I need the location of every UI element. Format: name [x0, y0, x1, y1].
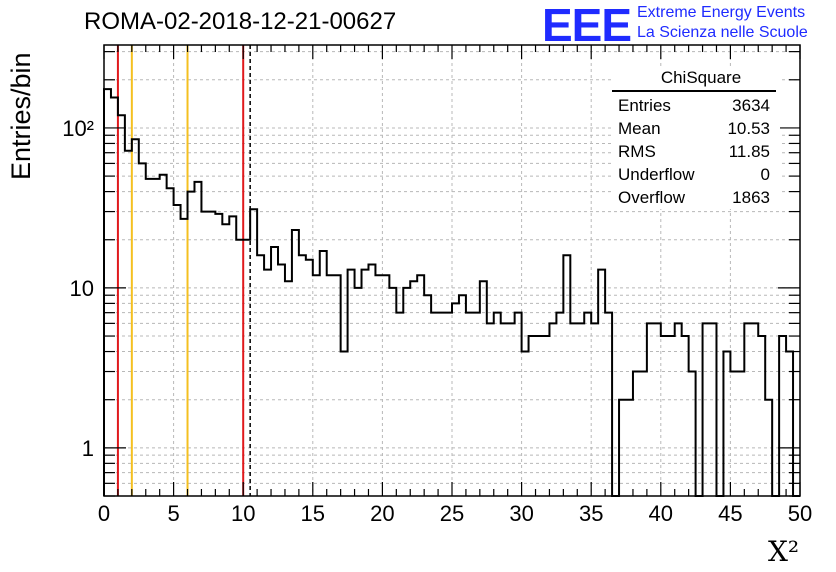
- x-tick-label: 15: [301, 501, 325, 526]
- stats-value: 3634: [732, 96, 770, 115]
- x-tick-label: 45: [718, 501, 742, 526]
- stats-label: Overflow: [618, 188, 686, 207]
- y-tick-labels: 1 10 10²: [62, 116, 94, 461]
- x-tick-label: 10: [231, 501, 255, 526]
- stats-title: ChiSquare: [660, 68, 742, 87]
- stats-value: 10.53: [727, 119, 770, 138]
- x-tick-label: 35: [579, 501, 603, 526]
- x-tick-label: 0: [98, 501, 110, 526]
- stats-row-mean: Mean 10.53: [612, 117, 780, 140]
- stats-value: 1863: [732, 188, 770, 207]
- histogram-line: [103, 88, 800, 497]
- x-tick-label: 25: [440, 501, 464, 526]
- y-tick-label: 10: [70, 276, 94, 301]
- y-axis-label: Entries/bin: [6, 52, 36, 180]
- x-tick-label: 40: [649, 501, 673, 526]
- y-tick-label: 1: [82, 436, 94, 461]
- x-tick-label: 20: [370, 501, 394, 526]
- x-tick-labels: 0 5 10 15 20 25 30 35 40 45 50: [98, 501, 812, 526]
- stats-row-overflow: Overflow 1863: [612, 186, 780, 209]
- threshold-lines: [116, 45, 251, 496]
- stats-label: Mean: [618, 119, 661, 138]
- stats-label: Entries: [618, 96, 671, 115]
- stats-row-rms: RMS 11.85: [612, 140, 780, 163]
- stats-value: 11.85: [728, 142, 770, 161]
- logo-caption-line2: La Scienza nelle Scuole: [637, 24, 808, 41]
- stats-row-underflow: Underflow 0: [612, 163, 780, 186]
- logo-caption-line1: Extreme Energy Events: [637, 4, 806, 21]
- stats-rows: Entries 3634 Mean 10.53 RMS 11.85 Underflow 0 Ov…: [612, 94, 780, 209]
- stats-box: ChiSquare Entries 3634 Mean 10.53 RMS 11.85 Un…: [612, 67, 780, 209]
- logo-caption: Extreme Energy Events La Scienza nelle S…: [637, 3, 808, 43]
- x-tick-label: 50: [788, 501, 812, 526]
- y-tick-label: 10²: [62, 116, 94, 141]
- x-tick-label: 30: [509, 501, 533, 526]
- run-title: ROMA-02-2018-12-21-00627: [84, 8, 397, 35]
- stats-label: RMS: [618, 142, 656, 161]
- eee-logo: EEE: [542, 0, 632, 51]
- stats-divider: [612, 90, 776, 92]
- plot-frame: [103, 44, 801, 497]
- stats-value: 0: [760, 165, 770, 184]
- x-axis-label: X²: [768, 535, 800, 568]
- stats-label: Underflow: [618, 165, 695, 184]
- x-tick-label: 5: [167, 501, 179, 526]
- stats-row-entries: Entries 3634: [612, 94, 780, 117]
